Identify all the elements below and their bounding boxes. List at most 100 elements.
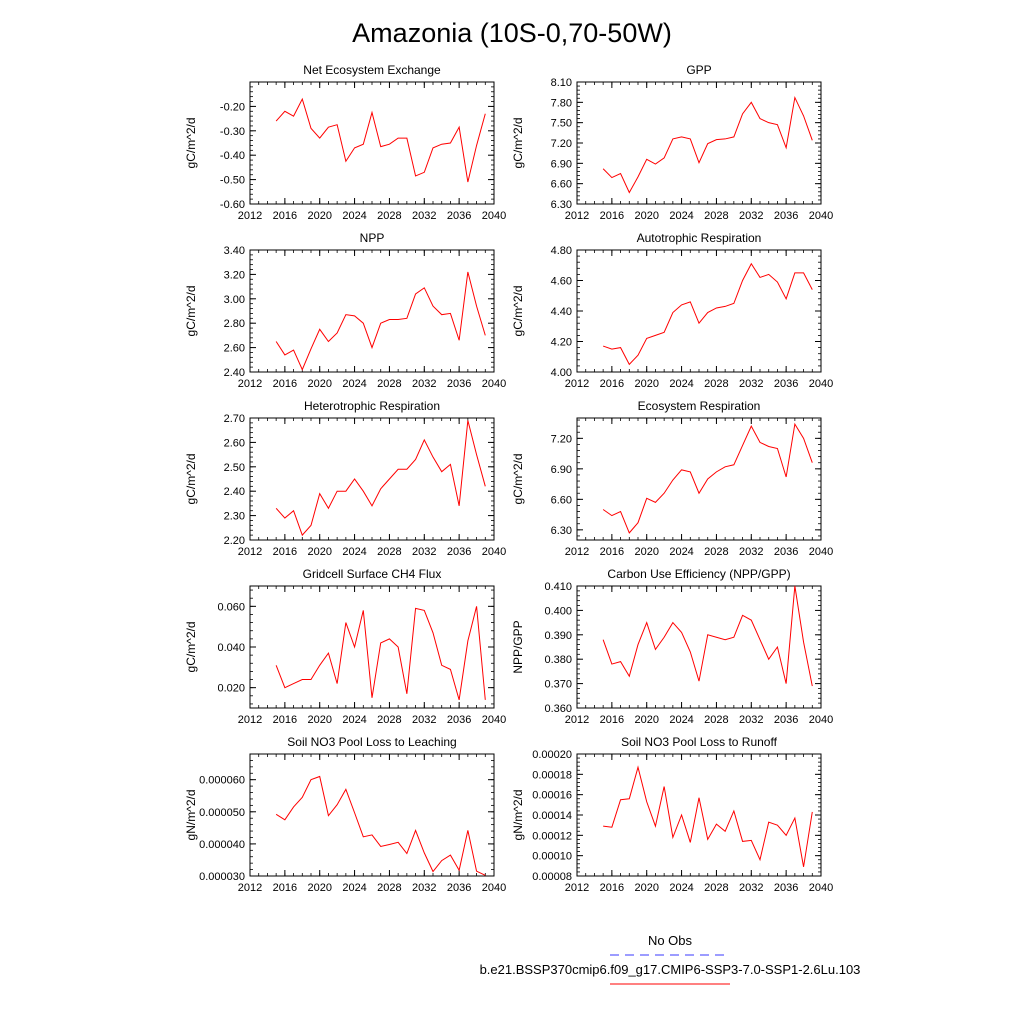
x-tick-label: 2016 [600,714,624,726]
y-tick-label: 2.40 [224,486,245,498]
y-axis-label: gC/m^2/d [184,454,198,505]
y-tick-label: 0.00018 [532,769,572,781]
y-tick-label: -0.50 [220,175,245,187]
x-tick-label: 2016 [273,546,297,558]
plot-frame [576,417,822,541]
y-tick-label: 6.30 [551,199,572,211]
y-tick-label: 6.30 [551,525,572,537]
x-tick-label: 2040 [809,714,833,726]
series-line [602,262,813,366]
x-tick-label: 2020 [307,546,331,558]
y-axis-label: gC/m^2/d [511,118,525,169]
chart-panel: Gridcell Surface CH4 Flux gC/m^2/d 2012 201… [184,567,506,726]
x-tick-label: 2012 [565,378,589,390]
plot-frame [576,585,822,709]
y-tick-label: 0.00008 [532,871,572,883]
x-tick-label: 2012 [238,210,262,222]
y-tick-label: 6.90 [551,158,572,170]
y-tick-label: 3.00 [224,294,245,306]
y-tick-label: 0.00016 [532,790,572,802]
x-tick-label: 2016 [273,714,297,726]
series-line [602,585,813,687]
x-tick-label: 2040 [482,714,506,726]
x-tick-label: 2036 [774,546,798,558]
x-tick-label: 2028 [377,714,401,726]
y-tick-label: 4.20 [551,337,572,349]
x-tick-label: 2020 [307,210,331,222]
y-tick-label: 2.70 [224,413,245,425]
y-tick-label: 0.000060 [199,775,245,787]
chart-panel: Soil NO3 Pool Loss to Runoff gN/m^2/d 2012… [511,735,833,894]
chart-panel: Soil NO3 Pool Loss to Leaching gN/m^2/d 20… [184,735,506,894]
chart-panel: GPP gC/m^2/d 2012 2016 2020 2024 2028 2032 2036 2… [511,63,833,222]
y-tick-label: 6.60 [551,494,572,506]
y-tick-label: 0.040 [217,642,245,654]
chart-panel: Carbon Use Efficiency (NPP/GPP) NPP/GPP 20… [511,567,833,726]
y-tick-label: 7.20 [551,433,572,445]
y-tick-label: 0.380 [544,654,572,666]
x-tick-label: 2032 [739,882,763,894]
x-tick-label: 2024 [669,882,693,894]
series-line [603,765,813,867]
y-tick-label: 0.00020 [532,749,572,761]
y-tick-label: 4.40 [551,306,572,318]
y-axis-label: NPP/GPP [511,620,525,673]
x-tick-label: 2024 [342,882,366,894]
x-tick-label: 2028 [704,882,728,894]
x-tick-label: 2040 [482,210,506,222]
x-tick-label: 2028 [704,546,728,558]
x-tick-label: 2020 [634,546,658,558]
y-tick-label: 0.410 [544,581,572,593]
legend-label-no-obs: No Obs [648,933,693,948]
panel-title: Net Ecosystem Exchange [303,63,441,77]
y-tick-label: 8.10 [551,77,572,89]
series-line [275,271,486,371]
x-tick-label: 2024 [669,378,693,390]
y-tick-label: 0.000040 [199,839,245,851]
y-tick-label: 0.000030 [199,871,245,883]
y-tick-label: 2.40 [224,367,245,379]
x-tick-label: 2012 [238,546,262,558]
x-tick-label: 2032 [739,714,763,726]
y-tick-label: 6.60 [551,179,572,191]
x-tick-label: 2028 [704,714,728,726]
plot-frame [249,81,495,205]
x-tick-label: 2016 [600,546,624,558]
x-tick-label: 2020 [307,378,331,390]
x-tick-label: 2036 [774,714,798,726]
y-tick-label: 2.60 [224,343,245,355]
x-tick-label: 2036 [774,882,798,894]
x-tick-label: 2040 [482,882,506,894]
x-tick-label: 2028 [377,546,401,558]
plot-frame [576,753,822,877]
series-line [602,95,813,194]
x-tick-label: 2032 [739,378,763,390]
x-tick-label: 2036 [774,378,798,390]
x-tick-label: 2020 [634,210,658,222]
y-tick-label: 0.020 [217,683,245,695]
x-tick-label: 2012 [238,714,262,726]
y-tick-label: 0.390 [544,630,572,642]
x-tick-label: 2016 [273,378,297,390]
y-tick-label: 0.00012 [532,830,572,842]
y-tick-label: 2.50 [224,462,245,474]
panel-title: Gridcell Surface CH4 Flux [303,567,442,581]
panel-title: Soil NO3 Pool Loss to Leaching [287,735,456,749]
y-tick-label: 2.80 [224,318,245,330]
x-tick-label: 2036 [447,378,471,390]
x-tick-label: 2024 [342,210,366,222]
x-tick-label: 2024 [342,714,366,726]
y-tick-label: 3.40 [224,245,245,257]
series-line [275,420,486,537]
x-tick-label: 2012 [565,546,589,558]
x-tick-label: 2020 [307,714,331,726]
x-tick-label: 2020 [307,882,331,894]
x-tick-label: 2020 [634,714,658,726]
x-tick-label: 2012 [238,378,262,390]
x-tick-label: 2036 [774,210,798,222]
chart-panel: Net Ecosystem Exchange gC/m^2/d 2012 2016 20… [184,63,506,222]
chart-panel: NPP gC/m^2/d 2012 2016 2020 2024 2028 2032 2036 2… [184,231,506,390]
panel-title: Ecosystem Respiration [638,399,761,413]
x-tick-label: 2016 [600,378,624,390]
x-tick-label: 2028 [704,378,728,390]
